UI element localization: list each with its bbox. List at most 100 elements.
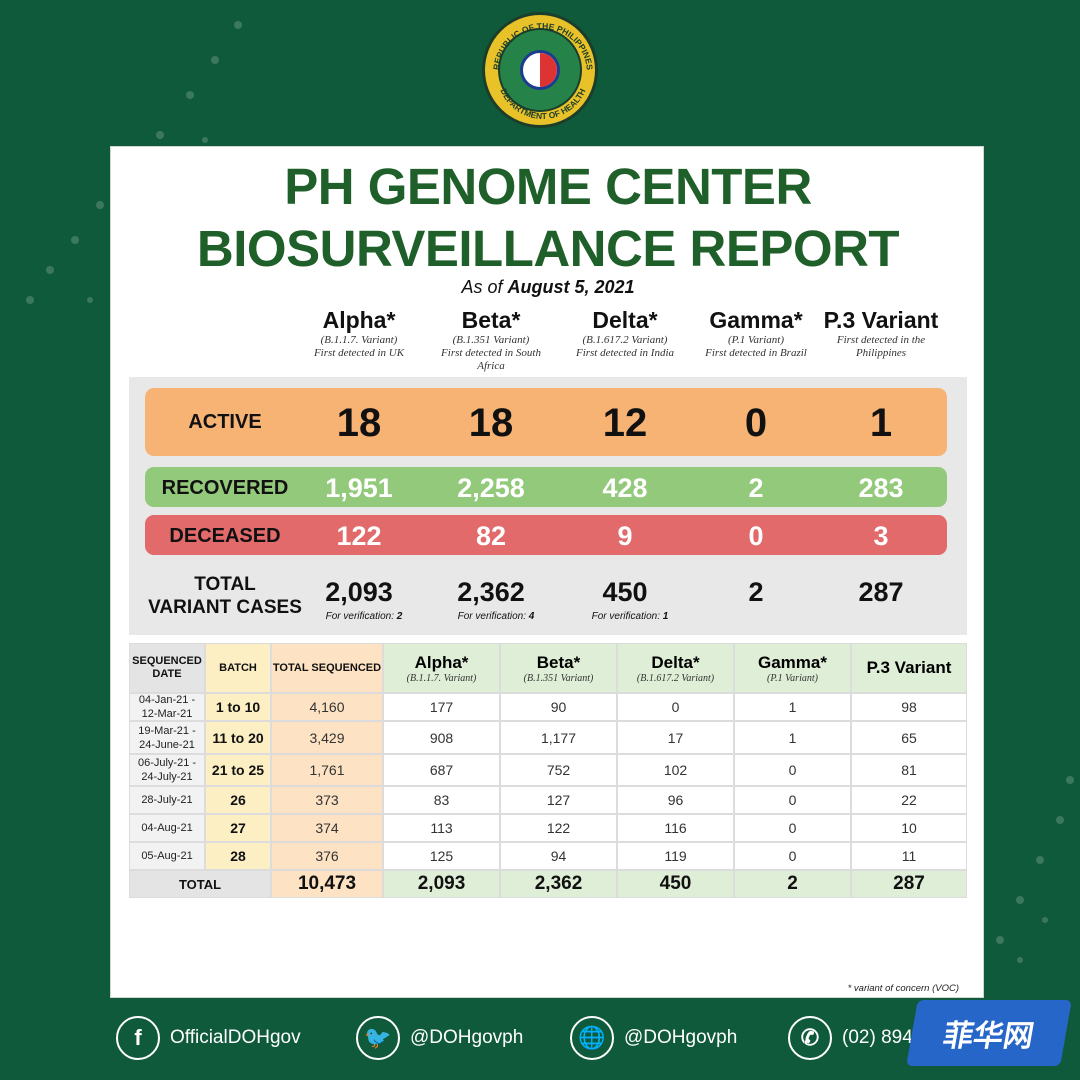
row-variant-value: 94 [500,842,617,870]
variant-name: P.3 Variant [823,307,939,333]
variant-origin: (B.1.351 Variant) First detected in South… [441,334,541,372]
social-facebook[interactable]: f OfficialDOHgov [116,1016,301,1060]
social-handle: (02) 894 [842,1027,913,1048]
row-total-sequenced: 373 [271,786,383,814]
header-batch: BATCH [205,643,271,693]
header-variant-sub: (B.1.617.2 Variant) [636,672,715,684]
seal-lettering: REPUBLIC OF THE PHILIPPINES DEPARTMENT O… [491,21,595,121]
header-variant-sub: (B.1.1.7. Variant) [406,672,477,684]
header-sequenced-date: SEQUENCED DATE [129,643,205,693]
row-total-sequenced: 1,761 [271,754,383,786]
row-batch: 11 to 20 [205,721,271,754]
active-value: 0 [744,401,768,445]
seal-inner-ring [498,28,582,112]
watermark-badge: 菲华网 [906,1000,1072,1066]
twitter-icon: 🐦 [356,1016,400,1060]
row-date: 28-July-21 [129,786,205,814]
recovered-band [145,467,947,507]
active-value: 18 [468,401,514,445]
total-value: 2 [748,577,764,607]
row-variant-value: 1 [734,721,851,754]
variant-origin: (B.1.617.2 Variant) First detected in Ind… [575,334,675,359]
row-variant-value: 0 [734,814,851,842]
voc-footnote: * variant of concern (VOC) [847,983,959,994]
row-variant-value: 687 [383,754,500,786]
row-total-sequenced: 3,429 [271,721,383,754]
deceased-band [145,515,947,555]
recovered-value: 2 [748,473,764,503]
row-variant-value: 127 [500,786,617,814]
report-title-line1: PH GENOME CENTER [284,158,812,215]
variant-header-4: P.3 Variant First detected in the Philipp… [819,307,943,360]
doh-seal-logo: REPUBLIC OF THE PHILIPPINES DEPARTMENT O… [482,12,598,128]
row-variant-value: 125 [383,842,500,870]
row-variant-value: 11 [851,842,967,870]
total-row-variant: 287 [851,870,967,898]
row-variant-value: 116 [617,814,734,842]
total-row-variant: 2,362 [500,870,617,898]
summary-panel: ACTIVE RECOVERED DECEASED TOTAL VARIANT … [129,377,967,635]
row-variant-value: 119 [617,842,734,870]
globe-icon: 🌐 [570,1016,614,1060]
row-date: 04-Aug-21 [129,814,205,842]
active-value: 18 [336,401,382,445]
facebook-icon: f [116,1016,160,1060]
row-variant-value: 0 [734,786,851,814]
header-variant-sub: (B.1.351 Variant) [523,672,594,684]
row-variant-value: 81 [851,754,967,786]
total-value: 2,093 [325,577,393,607]
variant-header-2: Delta* (B.1.617.2 Variant) First detected … [563,307,687,360]
row-variant-value: 113 [383,814,500,842]
variant-header-1: Beta* (B.1.351 Variant) First detected in … [429,307,553,373]
report-title-line2: BIOSURVEILLANCE REPORT [196,220,900,277]
row-variant-value: 1,177 [500,721,617,754]
social-handle: @DOHgovph [410,1027,524,1048]
deceased-value: 122 [336,521,382,551]
row-total-sequenced: 4,160 [271,693,383,721]
verification-note: For verification: 1 [591,611,669,622]
row-batch: 28 [205,842,271,870]
total-row-variant: 2,093 [383,870,500,898]
social-globe[interactable]: 🌐 @DOHgovph [570,1016,737,1060]
social-phone[interactable]: ✆ (02) 894 [788,1016,913,1060]
row-variant-value: 908 [383,721,500,754]
active-value: 12 [602,401,648,445]
social-twitter[interactable]: 🐦 @DOHgovph [356,1016,523,1060]
phone-icon: ✆ [788,1016,832,1060]
row-variant-value: 122 [500,814,617,842]
row-variant-value: 96 [617,786,734,814]
row-date: 05-Aug-21 [129,842,205,870]
header-variant-3: Gamma* (P.1 Variant) [734,643,851,693]
deceased-value: 82 [475,521,507,551]
row-variant-value: 0 [617,693,734,721]
social-handle: @DOHgovph [624,1027,738,1048]
total-value: 450 [602,577,648,607]
header-variant-sub: (P.1 Variant) [767,672,818,684]
row-variant-value: 10 [851,814,967,842]
row-total-sequenced: 374 [271,814,383,842]
as-of-date: As of August 5, 2021 [461,277,635,297]
row-variant-value: 83 [383,786,500,814]
svg-text:REPUBLIC OF THE PHILIPPINES: REPUBLIC OF THE PHILIPPINES [491,21,595,71]
variant-name: Delta* [592,307,658,333]
total-row-variant: 2 [734,870,851,898]
header-variant-name: Gamma* [758,652,827,672]
row-variant-value: 1 [734,693,851,721]
deceased-value: 3 [873,521,889,551]
header-variant-2: Delta* (B.1.617.2 Variant) [617,643,734,693]
report-card: PH GENOME CENTER BIOSURVEILLANCE REPORT … [110,146,984,998]
header-variant-name: P.3 Variant [866,658,952,677]
verification-note: For verification: 4 [457,611,535,622]
row-date: 04-Jan-21 - 12-Mar-21 [129,693,205,721]
row-variant-value: 102 [617,754,734,786]
social-handle: OfficialDOHgov [170,1027,301,1048]
deceased-value: 0 [748,521,764,551]
variant-header-0: Alpha* (B.1.1.7. Variant) First detected i… [297,307,421,360]
row-variant-value: 17 [617,721,734,754]
row-variant-value: 177 [383,693,500,721]
row-batch: 26 [205,786,271,814]
recovered-label: RECOVERED [161,477,289,499]
variant-name: Gamma* [709,307,803,333]
variant-name: Beta* [461,307,521,333]
header-variant-name: Delta* [651,652,700,672]
